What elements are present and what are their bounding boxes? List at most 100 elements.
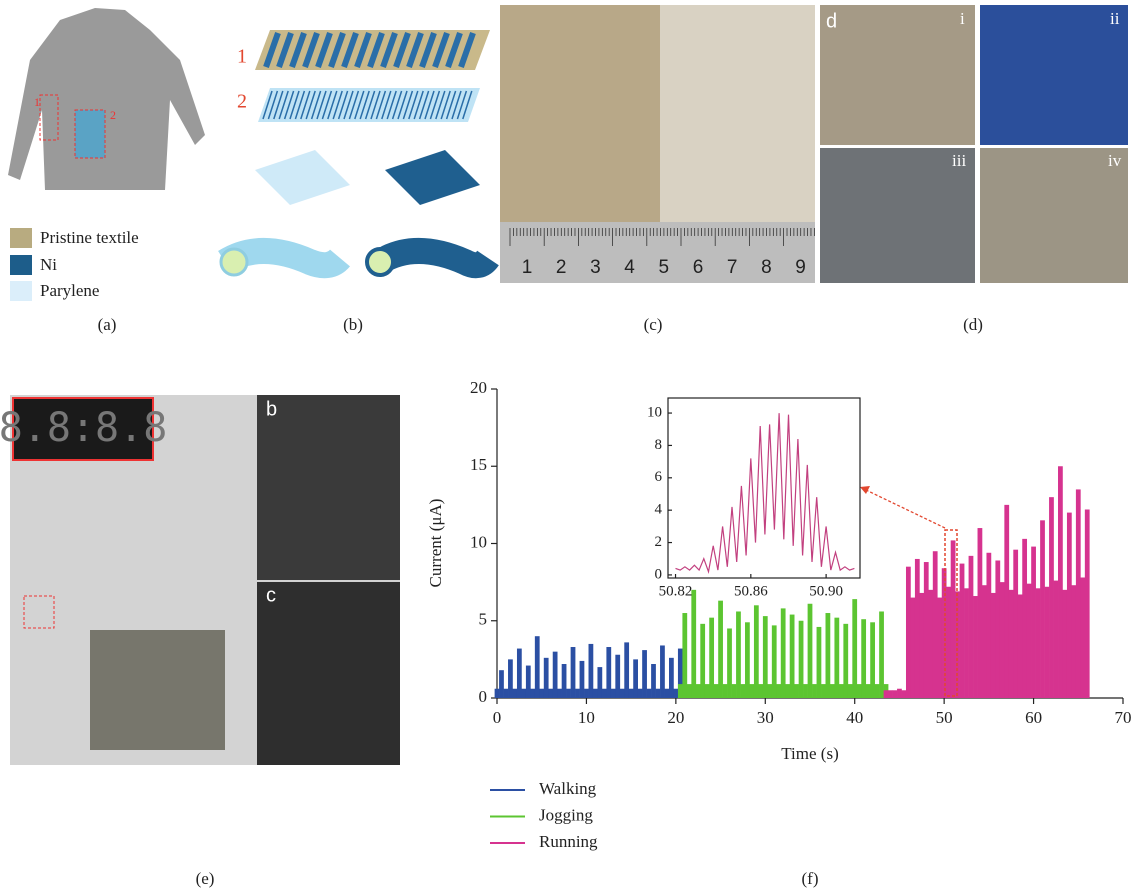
signal-bar [696,684,701,698]
signal-bar [691,590,696,698]
ruler-label: 4 [624,257,635,278]
signal-bar [660,645,665,698]
y-axis-label: Current (μA) [426,499,445,588]
fabric-piece [385,150,480,205]
legend-label: Parylene [40,281,99,300]
signal-bar [960,564,965,698]
signal-bar [861,619,866,698]
photo [980,148,1128,283]
signal-bar [1013,550,1018,698]
ruler-label: 6 [693,257,704,278]
ruler-label: 1 [522,257,533,278]
legend-label: Running [539,832,598,851]
signal-bar [539,689,544,698]
signal-bar [1049,497,1054,698]
signal-bar [526,666,531,698]
signal-bar [575,689,580,698]
signal-bar [1067,513,1072,698]
x-tick-label: 50.82 [659,583,693,599]
signal-bar [995,560,1000,698]
y-tick-label: 20 [470,378,487,397]
signal-bar [521,689,526,698]
fiber-end [367,249,393,275]
signal-bar [991,593,996,698]
lcd-photo [257,582,400,765]
signal-bar [736,611,741,698]
x-tick-label: 10 [578,708,595,727]
signal-bar [857,684,862,698]
signal-bar [741,684,746,698]
signal-bar [776,684,781,698]
photo-label: c [266,584,276,606]
signal-bar [978,528,983,698]
y-tick-label: 10 [470,532,487,551]
signal-bar [517,649,522,698]
signal-bar [678,684,683,698]
signal-bar [910,598,915,698]
signal-bar [848,684,853,698]
zoom-arrow [866,490,945,528]
signal-bar [669,658,674,698]
signal-bar [504,689,509,698]
x-tick-label: 0 [493,708,502,727]
signal-bar [826,613,831,698]
signal-bar [723,684,728,698]
fiber-end [221,249,247,275]
ruler-label: 5 [659,257,670,278]
x-tick-label: 20 [667,708,684,727]
y-tick-label: 8 [655,437,663,453]
signal-bar [928,590,933,698]
signal-bar [1076,489,1081,698]
caption: (f) [802,869,819,888]
signal-bar [499,670,504,698]
legend-label: Pristine textile [40,228,139,247]
signal-bar [535,636,540,698]
signal-bar [915,559,920,698]
signal-bar [606,647,611,698]
signal-bar [758,684,763,698]
signal-bar [553,652,558,698]
signal-bar [530,689,535,698]
fiber [380,251,488,265]
signal-bar [794,684,799,698]
y-tick-label: 5 [479,610,488,629]
signal-bar [513,689,518,698]
photo-label: iv [1108,151,1122,170]
signal-bar [821,684,826,698]
signal-bar [924,562,929,698]
signal-bar [544,658,549,698]
y-tick-label: 2 [655,534,663,550]
signal-bar [1036,588,1041,698]
signal-bar [745,622,750,698]
photo [980,5,1128,145]
signal-bar [718,601,723,698]
signal-bar [942,568,947,698]
figure: 1 2 Pristine textile Ni Parylene 1 2 123… [0,0,1132,894]
region-label: 1 [34,95,40,109]
signal-bar [1085,510,1090,698]
textile-photo [500,5,660,223]
signal-bar [897,689,902,698]
signal-bar [495,689,500,698]
y-tick-label: 0 [655,566,663,582]
y-tick-label: 10 [647,404,662,420]
caption: (b) [343,315,363,334]
signal-bar [584,689,589,698]
signal-bar [933,551,938,698]
signal-bar [642,650,647,698]
signal-bar [593,689,598,698]
signal-bar [870,622,875,698]
x-axis-label: Time (s) [781,744,838,763]
signal-bar [830,684,835,698]
signal-bar [946,587,951,698]
signal-bar [673,689,678,698]
signal-bar [973,596,978,698]
y-tick-label: 4 [655,502,663,518]
ruler-label: 9 [795,257,806,278]
signal-bar [1071,585,1076,698]
signal-bar [732,684,737,698]
signal-bar [557,689,562,698]
signal-bar [1022,539,1027,698]
ruler-label: 7 [727,257,738,278]
x-tick-label: 70 [1115,708,1132,727]
